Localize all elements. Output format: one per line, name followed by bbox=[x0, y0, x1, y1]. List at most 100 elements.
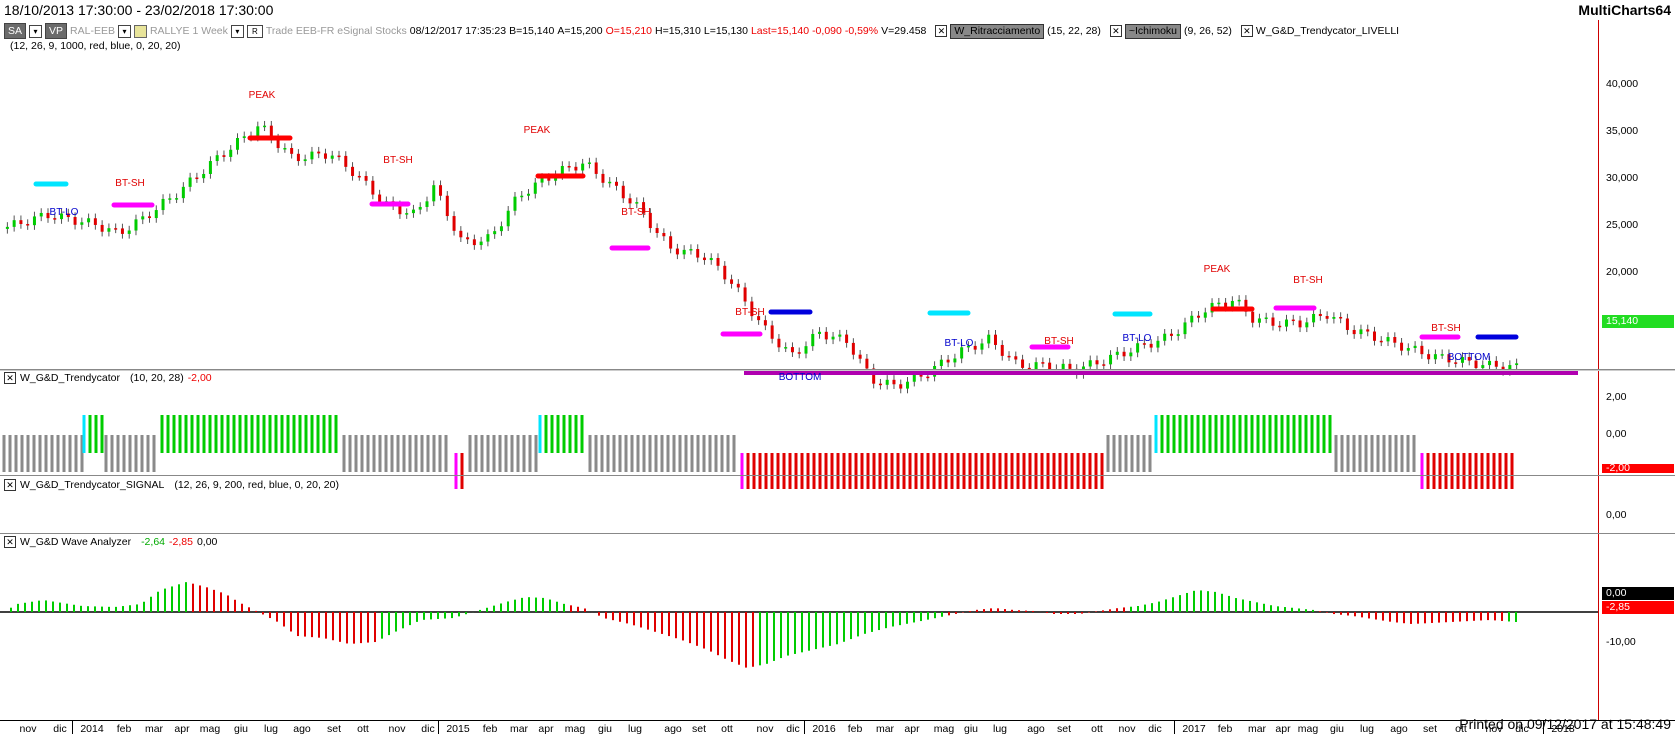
close-icon[interactable]: ✕ bbox=[1240, 25, 1253, 37]
price-candle bbox=[235, 137, 239, 150]
price-candle bbox=[1508, 365, 1512, 372]
price-candle bbox=[926, 376, 930, 379]
price-candle bbox=[587, 162, 591, 164]
x-tick-label: mar bbox=[144, 723, 164, 735]
price-candle bbox=[364, 175, 368, 181]
x-tick-label: lug bbox=[1359, 723, 1375, 735]
symbol-toolbar: SA ▾ VP RAL-EEB ▾ RALLYE 1 Week ▾ R Trade E… bbox=[4, 23, 1399, 39]
indicator-params: (15, 22, 28) bbox=[1047, 25, 1101, 37]
price-candle bbox=[134, 219, 138, 231]
chevron-down-icon[interactable]: ▾ bbox=[117, 24, 131, 38]
price-candle bbox=[642, 202, 646, 213]
price-candle bbox=[53, 218, 57, 220]
price-candle bbox=[1041, 362, 1045, 364]
price-candle bbox=[154, 210, 158, 219]
price-candle bbox=[323, 153, 327, 159]
chart-canvas[interactable] bbox=[0, 20, 1675, 720]
price-candle bbox=[93, 218, 97, 225]
bt-lo-label: BT-LO bbox=[1122, 333, 1152, 344]
close-icon[interactable]: ✕ bbox=[935, 25, 948, 37]
price-candle bbox=[1515, 363, 1519, 366]
price-candle bbox=[1136, 343, 1140, 353]
price-candle bbox=[1142, 343, 1146, 345]
x-tick-label: mar bbox=[875, 723, 895, 735]
interval-label: 1 Week bbox=[192, 25, 228, 37]
price-candle bbox=[980, 343, 984, 350]
price-candle bbox=[486, 234, 490, 242]
zero-tag: 0,00 bbox=[1602, 587, 1674, 600]
close-icon[interactable]: ✕ bbox=[4, 372, 16, 384]
bt-sh-label: BT-SH bbox=[1293, 275, 1323, 286]
chart-window[interactable]: SA ▾ VP RAL-EEB ▾ RALLYE 1 Week ▾ R Trade E… bbox=[0, 20, 1675, 735]
price-candle bbox=[1129, 352, 1133, 357]
price-candle bbox=[560, 165, 564, 176]
price-candle bbox=[682, 249, 686, 255]
indicator-ichimoku[interactable]: ~Ichimoku bbox=[1124, 23, 1182, 39]
y-tick-label: 0,00 bbox=[1606, 428, 1627, 440]
price-candle bbox=[845, 334, 849, 343]
price-candle bbox=[1176, 334, 1180, 336]
x-tick-label: set bbox=[691, 723, 707, 735]
price-candle bbox=[330, 155, 334, 159]
color-chip[interactable] bbox=[133, 24, 147, 38]
price-candle bbox=[222, 155, 226, 157]
price-candle bbox=[723, 265, 727, 280]
y-tick-label: 2,00 bbox=[1606, 391, 1627, 403]
price-candle bbox=[831, 336, 835, 340]
price-candle bbox=[1488, 360, 1492, 366]
indicator-livelli[interactable]: W_G&D_Trendycator_LIVELLI bbox=[1255, 25, 1400, 37]
bt-lo-label: BT-LO bbox=[49, 207, 79, 218]
price-candle bbox=[621, 185, 625, 199]
close-icon[interactable]: ✕ bbox=[4, 536, 16, 548]
price-candle bbox=[675, 248, 679, 255]
price-candle bbox=[811, 333, 815, 347]
price-candle bbox=[635, 202, 639, 204]
price-candle bbox=[100, 224, 104, 232]
symbol-chip[interactable]: SA bbox=[4, 23, 27, 39]
x-tick-label: mag bbox=[933, 723, 955, 735]
indicator-ritracciamento[interactable]: W_Ritracciamento bbox=[950, 23, 1045, 39]
x-tick-label: 2016 bbox=[812, 723, 836, 735]
x-tick-label: 2018 bbox=[1551, 723, 1575, 735]
price-candle bbox=[107, 228, 111, 232]
year-divider bbox=[804, 720, 805, 734]
price-candle bbox=[452, 216, 456, 231]
price-candle bbox=[1325, 316, 1329, 319]
price-candle bbox=[269, 125, 273, 139]
price-candle bbox=[1474, 360, 1478, 369]
chevron-down-icon[interactable]: ▾ bbox=[230, 24, 244, 38]
price-candle bbox=[1318, 313, 1322, 317]
price-candle bbox=[60, 213, 64, 220]
price-candle bbox=[1102, 364, 1106, 366]
vp-chip[interactable]: VP bbox=[45, 23, 68, 39]
x-tick-label: ago bbox=[293, 723, 311, 735]
price-candle bbox=[229, 149, 233, 157]
volume: V=29.458 bbox=[881, 25, 927, 37]
price-candle bbox=[1230, 300, 1234, 307]
price-candle bbox=[608, 181, 612, 184]
chevron-down-icon[interactable]: ▾ bbox=[29, 24, 43, 38]
price-candle bbox=[919, 373, 923, 377]
price-candle bbox=[669, 236, 673, 249]
price-candle bbox=[648, 212, 652, 229]
price-candle bbox=[276, 138, 280, 149]
price-candle bbox=[540, 177, 544, 183]
x-tick-label: lug bbox=[263, 723, 279, 735]
price-candle bbox=[1386, 337, 1390, 342]
price-candle bbox=[824, 331, 828, 340]
close-icon[interactable]: ✕ bbox=[1109, 25, 1122, 37]
last-price-tag: 15,140 bbox=[1602, 315, 1674, 328]
price-candle bbox=[1339, 316, 1343, 319]
close-icon[interactable]: ✕ bbox=[4, 479, 16, 491]
price-candle bbox=[1122, 351, 1126, 357]
price-candle bbox=[912, 373, 916, 382]
price-candle bbox=[1366, 329, 1370, 332]
price-candle bbox=[1224, 302, 1228, 307]
r-button[interactable]: R bbox=[246, 24, 263, 38]
price-candle bbox=[1454, 362, 1458, 364]
x-tick-label: apr bbox=[538, 723, 554, 735]
x-tick-label: mag bbox=[564, 723, 586, 735]
price-candle bbox=[445, 195, 449, 217]
price-candle bbox=[114, 228, 118, 230]
y-tick-label: 30,000 bbox=[1606, 172, 1639, 184]
